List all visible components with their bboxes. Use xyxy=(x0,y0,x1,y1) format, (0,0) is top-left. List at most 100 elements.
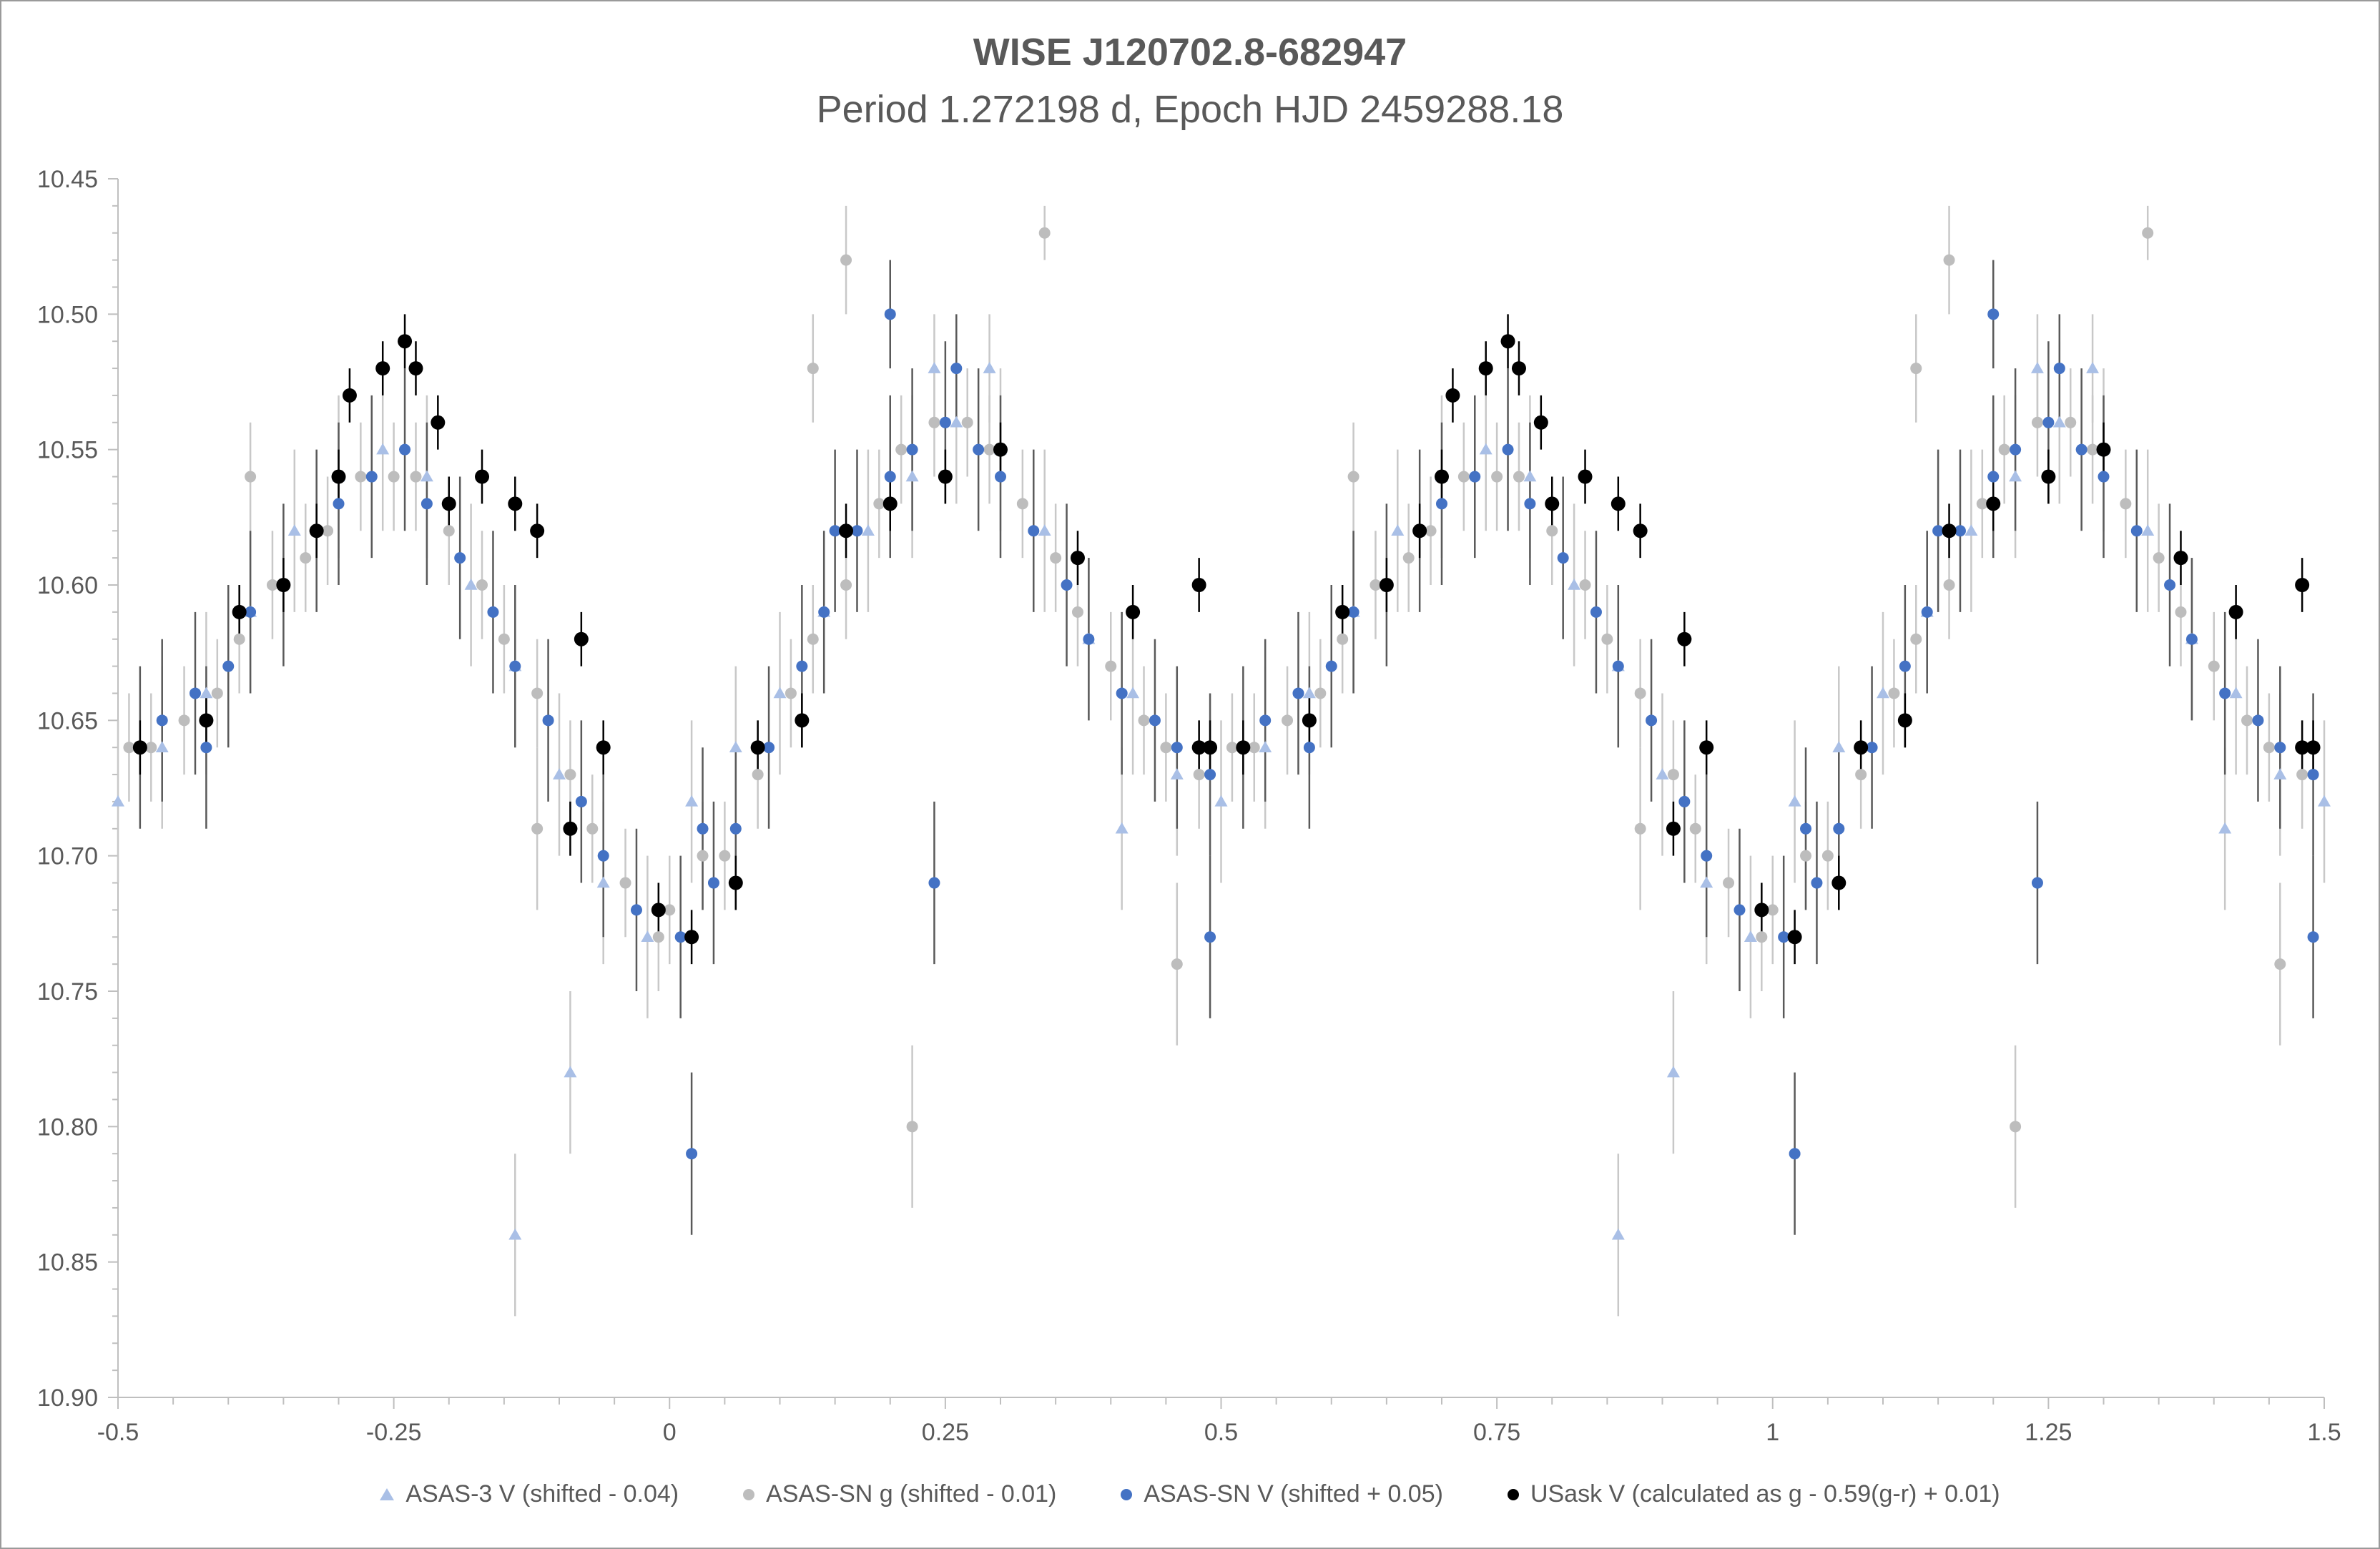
point-asas3-v xyxy=(1832,741,1846,752)
point-asas3-v xyxy=(508,1228,522,1240)
point-usask-v xyxy=(331,469,346,484)
point-asas3-v xyxy=(1259,741,1272,752)
point-asassn-g xyxy=(928,416,940,428)
point-usask-v xyxy=(1379,578,1394,592)
point-usask-v xyxy=(475,469,490,484)
legend-label: ASAS-SN g (shifted - 0.01) xyxy=(766,1480,1057,1508)
point-usask-v xyxy=(750,740,765,755)
point-usask-v xyxy=(795,713,810,728)
point-asassn-v xyxy=(884,471,896,483)
point-asassn-v xyxy=(399,443,411,456)
x-tick-label: 0.5 xyxy=(1204,1419,1238,1446)
point-asassn-g xyxy=(1756,931,1768,943)
point-asassn-v xyxy=(707,877,719,889)
point-asassn-g xyxy=(1910,363,1922,375)
point-asassn-v xyxy=(1921,606,1933,618)
point-asas3-v xyxy=(1744,930,1757,943)
point-asassn-g xyxy=(1226,742,1238,754)
point-asas3-v xyxy=(1656,768,1669,780)
point-asassn-v xyxy=(1259,714,1272,727)
point-asassn-g xyxy=(1976,498,1988,510)
point-asassn-v xyxy=(2042,416,2055,428)
point-asassn-g xyxy=(2087,443,2099,456)
point-asassn-v xyxy=(222,660,235,672)
triangle-marker-icon xyxy=(380,1488,395,1500)
point-asassn-v xyxy=(1811,877,1823,889)
point-usask-v xyxy=(728,875,743,890)
point-asas3-v xyxy=(2141,524,2155,536)
point-asassn-g xyxy=(233,633,245,645)
point-usask-v xyxy=(839,523,854,539)
point-asassn-g xyxy=(211,687,223,699)
point-usask-v xyxy=(2295,578,2310,592)
point-usask-v xyxy=(1335,604,1350,619)
point-usask-v xyxy=(563,821,578,836)
point-usask-v xyxy=(1854,740,1869,755)
point-asas3-v xyxy=(1568,579,1581,590)
point-asassn-v xyxy=(928,877,940,889)
point-asassn-v xyxy=(1778,931,1790,943)
legend-label: USask V (calculated as g - 0.59(g-r) + 0… xyxy=(1530,1480,2000,1508)
point-asas3-v xyxy=(983,362,996,373)
point-asassn-v xyxy=(1149,714,1161,727)
point-usask-v xyxy=(375,361,390,376)
point-asas3-v xyxy=(861,524,875,536)
point-asassn-g xyxy=(2065,416,2077,428)
point-asassn-v xyxy=(1612,660,1624,672)
point-asassn-v xyxy=(1524,498,1536,510)
point-usask-v xyxy=(232,604,247,619)
legend-item-asassn-g: ASAS-SN g (shifted - 0.01) xyxy=(743,1480,1056,1508)
point-asassn-v xyxy=(851,525,863,537)
point-asassn-v xyxy=(2130,525,2143,537)
point-usask-v xyxy=(574,631,589,646)
x-tick-label: 1 xyxy=(1766,1419,1779,1446)
point-usask-v xyxy=(1191,578,1206,592)
point-asassn-v xyxy=(1171,742,1183,754)
point-asassn-g xyxy=(1171,958,1183,970)
point-asassn-v xyxy=(1436,498,1447,510)
point-asas3-v xyxy=(2009,470,2022,482)
point-asassn-v xyxy=(1701,850,1713,862)
point-asassn-g xyxy=(1337,633,1349,645)
point-usask-v xyxy=(1126,604,1141,619)
point-asassn-v xyxy=(2219,687,2231,699)
point-asassn-v xyxy=(1899,660,1911,672)
legend-item-asas3-v: ASAS-3 V (shifted - 0.04) xyxy=(380,1480,679,1508)
point-asassn-v xyxy=(1833,822,1845,835)
point-asassn-g xyxy=(1667,769,1679,781)
point-asassn-g xyxy=(1314,687,1327,699)
point-asassn-g xyxy=(807,363,819,375)
point-asassn-g xyxy=(1579,579,1591,591)
point-asassn-v xyxy=(2185,633,2198,645)
point-asassn-v xyxy=(542,714,554,727)
point-asas3-v xyxy=(685,795,699,807)
point-asassn-v xyxy=(1866,742,1878,754)
point-usask-v xyxy=(1578,469,1593,484)
point-usask-v xyxy=(408,361,423,376)
point-asassn-g xyxy=(1491,471,1503,483)
point-usask-v xyxy=(938,469,953,484)
point-usask-v xyxy=(398,334,413,349)
point-asassn-g xyxy=(652,931,664,943)
point-asassn-g xyxy=(619,877,631,889)
point-asassn-g xyxy=(2153,552,2165,564)
point-asassn-g xyxy=(531,822,544,835)
point-usask-v xyxy=(508,496,523,511)
point-asas3-v xyxy=(155,741,169,752)
point-asassn-v xyxy=(1325,660,1337,672)
point-asassn-g xyxy=(410,471,422,483)
point-asassn-v xyxy=(421,498,433,510)
point-asassn-v xyxy=(1469,471,1481,483)
point-asassn-g xyxy=(1998,443,2010,456)
point-usask-v xyxy=(1445,388,1460,403)
point-usask-v xyxy=(530,523,545,539)
point-asassn-g xyxy=(840,254,852,266)
point-asassn-v xyxy=(630,904,642,916)
point-asassn-v xyxy=(575,795,587,807)
point-asassn-g xyxy=(2010,1121,2022,1133)
point-usask-v xyxy=(1677,631,1692,646)
point-asassn-v xyxy=(2053,363,2065,375)
point-asassn-v xyxy=(2252,714,2264,727)
point-asassn-v xyxy=(189,687,201,699)
